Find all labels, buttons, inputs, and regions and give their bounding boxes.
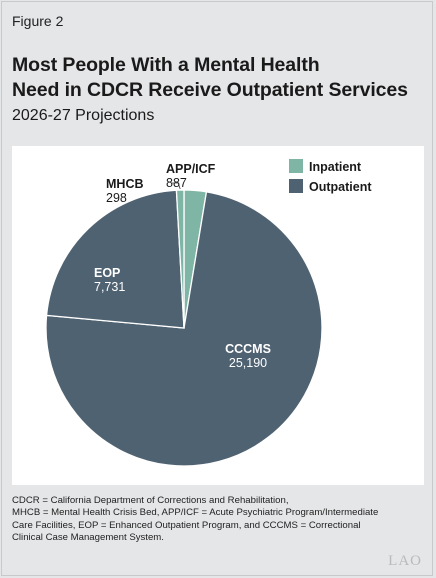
pie-slice-mhcb xyxy=(175,189,185,329)
footnote-line-2: MHCB = Mental Health Crisis Bed, APP/ICF… xyxy=(12,507,379,519)
legend-swatch-outpatient xyxy=(289,179,303,193)
chart-subtitle: 2026-27 Projections xyxy=(12,107,155,124)
slice-label-mhcb: MHCB xyxy=(106,177,144,191)
chart-title: Most People With a Mental Health Need in… xyxy=(12,53,408,103)
footnote: CDCR = California Department of Correcti… xyxy=(12,495,426,545)
slice-value-eop: 7,731 xyxy=(94,280,125,294)
title-line-2: Need in CDCR Receive Outpatient Services xyxy=(12,79,408,101)
footnote-line-1: CDCR = California Department of Correcti… xyxy=(12,495,289,506)
mhcb-leader-line xyxy=(172,182,181,190)
pie-chart: APP/ICF887CCCMS25,190EOP7,731MHCB298Inpa… xyxy=(45,159,372,467)
lao-logo: LAO xyxy=(388,553,422,569)
legend-swatch-inpatient xyxy=(289,159,303,173)
legend-label-outpatient: Outpatient xyxy=(309,180,372,194)
pie-slice-eop xyxy=(45,189,185,329)
footnote-line-4: Clinical Case Management System. xyxy=(12,532,164,544)
slice-value-mhcb: 298 xyxy=(106,191,127,205)
legend-label-inpatient: Inpatient xyxy=(309,160,362,174)
figure-label: Figure 2 xyxy=(12,13,64,29)
pie-slice-cccms xyxy=(45,191,323,467)
slice-value-cccms: 25,190 xyxy=(229,356,267,370)
slice-label-eop: EOP xyxy=(94,266,120,280)
footnote-line-3: Care Facilities, EOP = Enhanced Outpatie… xyxy=(12,519,361,531)
slice-label-cccms: CCCMS xyxy=(225,342,271,356)
slice-label-app-icf: APP/ICF xyxy=(166,162,216,176)
chart-panel: APP/ICF 887 CCCMS 25,190 EOP 7,731 MHCB 298 Inpa… xyxy=(12,146,424,485)
title-line-1: Most People With a Mental Health xyxy=(12,54,320,76)
